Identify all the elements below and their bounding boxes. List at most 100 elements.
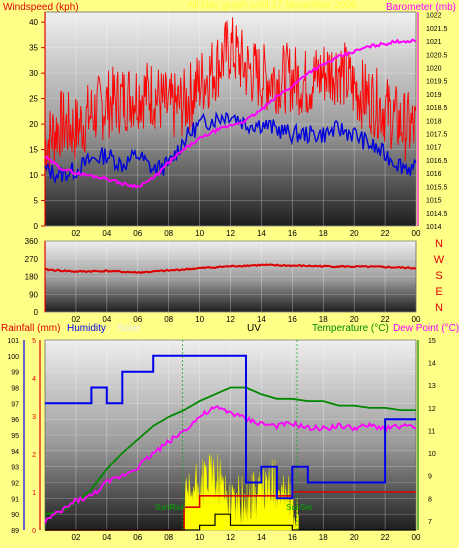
x-tick-label: 14 xyxy=(257,229,266,238)
rainfall-tick-label: 3 xyxy=(32,414,36,421)
x-tick-label: 02 xyxy=(71,315,80,324)
windspeed-tick-label: 5 xyxy=(34,197,39,206)
x-tick-label: 08 xyxy=(164,533,173,542)
x-tick-label: 12 xyxy=(226,315,235,324)
series-dew-point xyxy=(44,405,417,524)
windspeed-tick-label: 10 xyxy=(29,171,38,180)
x-tick-label: 12 xyxy=(226,533,235,542)
series-wind-gust xyxy=(44,17,417,171)
sunset-label: SunSet xyxy=(286,503,313,512)
series-barometer xyxy=(44,38,417,189)
barometer-tick-label: 1018.5 xyxy=(426,105,448,112)
windspeed-tick-label: 25 xyxy=(29,95,38,104)
barometer-tick-label: 1020.5 xyxy=(426,52,448,59)
x-tick-label: 22 xyxy=(381,315,390,324)
compass-label-n-bottom: N xyxy=(435,302,443,314)
series-solar xyxy=(183,453,299,531)
x-tick-label: 04 xyxy=(102,315,111,324)
x-tick-label: 18 xyxy=(319,533,328,542)
chart-title: All Day graph until 17 November 2008 xyxy=(188,0,357,11)
x-tick-label: 10 xyxy=(195,229,204,238)
barometer-tick-label: 1022 xyxy=(426,13,442,20)
humidity-title: Humidity xyxy=(67,323,106,334)
temperature-tick-label: 9 xyxy=(428,474,432,481)
x-tick-label: 22 xyxy=(381,229,390,238)
windspeed-tick-label: 40 xyxy=(29,18,38,27)
x-tick-label: 02 xyxy=(71,229,80,238)
barometer-tick-label: 1017.5 xyxy=(426,132,448,139)
humidity-tick-label: 91 xyxy=(11,496,19,503)
x-tick-label: 06 xyxy=(133,533,142,542)
rainfall-tick-label: 0 xyxy=(32,528,36,535)
x-tick-label: 04 xyxy=(102,229,111,238)
series-uv xyxy=(45,513,416,531)
humidity-tick-label: 92 xyxy=(11,481,19,488)
x-tick-label: 02 xyxy=(71,533,80,542)
rainfall-tick-label: 1 xyxy=(32,490,36,497)
humidity-tick-label: 100 xyxy=(7,354,19,361)
direction-tick-label: 0 xyxy=(34,308,39,317)
humidity-tick-label: 98 xyxy=(11,386,19,393)
rainfall-tick-label: 2 xyxy=(32,452,36,459)
x-tick-label: 20 xyxy=(350,533,359,542)
rainfall-tick-label: 4 xyxy=(32,376,36,383)
series-wind-average xyxy=(44,110,417,185)
barometer-tick-label: 1016 xyxy=(426,171,442,178)
x-tick-label: 00 xyxy=(412,229,421,238)
rainfall-tick-label: 5 xyxy=(32,338,36,345)
barometer-tick-label: 1016.5 xyxy=(426,158,448,165)
windspeed-tick-label: 20 xyxy=(29,120,38,129)
temperature-tick-label: 11 xyxy=(428,428,435,435)
x-tick-label: 12 xyxy=(226,229,235,238)
x-tick-label: 20 xyxy=(350,229,359,238)
windspeed-tick-label: 0 xyxy=(34,222,39,231)
x-tick-label: 14 xyxy=(257,533,266,542)
windspeed-tick-label: 15 xyxy=(29,146,38,155)
barometer-tick-label: 1014.5 xyxy=(426,211,448,218)
barometer-tick-label: 1014 xyxy=(426,224,442,231)
x-tick-label: 22 xyxy=(381,533,390,542)
x-tick-label: 00 xyxy=(412,533,421,542)
humidity-tick-label: 101 xyxy=(7,338,19,345)
humidity-tick-label: 97 xyxy=(11,401,19,408)
direction-tick-label: 180 xyxy=(25,273,39,282)
temperature-tick-label: 12 xyxy=(428,406,436,413)
barometer-tick-label: 1021 xyxy=(426,39,442,46)
barometer-tick-label: 1020 xyxy=(426,65,442,72)
solar-title: Solar xyxy=(117,323,141,334)
windspeed-axis-title: Windspeed (kph) xyxy=(3,2,79,13)
x-tick-label: 16 xyxy=(288,533,297,542)
barometer-tick-label: 1019 xyxy=(426,92,442,99)
humidity-tick-label: 95 xyxy=(11,433,19,440)
x-tick-label: 18 xyxy=(319,229,328,238)
temperature-tick-label: 13 xyxy=(428,383,436,390)
sunrise-label: SunRise xyxy=(155,503,186,512)
temperature-tick-label: 10 xyxy=(428,451,436,458)
humidity-tick-label: 93 xyxy=(11,465,19,472)
barometer-tick-label: 1019.5 xyxy=(426,79,448,86)
temperature-tick-label: 7 xyxy=(428,519,432,526)
humidity-tick-label: 90 xyxy=(11,512,19,519)
direction-tick-label: 360 xyxy=(25,237,39,246)
humidity-tick-label: 96 xyxy=(11,417,19,424)
barometer-tick-label: 1021.5 xyxy=(426,26,448,33)
x-tick-label: 04 xyxy=(102,533,111,542)
direction-tick-label: 270 xyxy=(25,255,39,264)
humidity-tick-label: 94 xyxy=(11,449,19,456)
barometer-axis-title: Barometer (mb) xyxy=(386,2,456,13)
x-tick-label: 08 xyxy=(164,315,173,324)
x-tick-label: 10 xyxy=(195,315,204,324)
barometer-tick-label: 1015.5 xyxy=(426,184,448,191)
uv-title: UV xyxy=(247,323,261,334)
x-tick-label: 14 xyxy=(257,315,266,324)
x-tick-label: 10 xyxy=(195,533,204,542)
temperature-tick-label: 15 xyxy=(428,338,436,345)
plot-area-2 xyxy=(44,240,417,313)
direction-tick-label: 90 xyxy=(29,290,38,299)
compass-label-w: W xyxy=(434,254,445,266)
x-tick-label: 16 xyxy=(288,229,297,238)
x-tick-label: 06 xyxy=(133,229,142,238)
barometer-tick-label: 1018 xyxy=(426,118,442,125)
series-temperature xyxy=(44,386,416,516)
